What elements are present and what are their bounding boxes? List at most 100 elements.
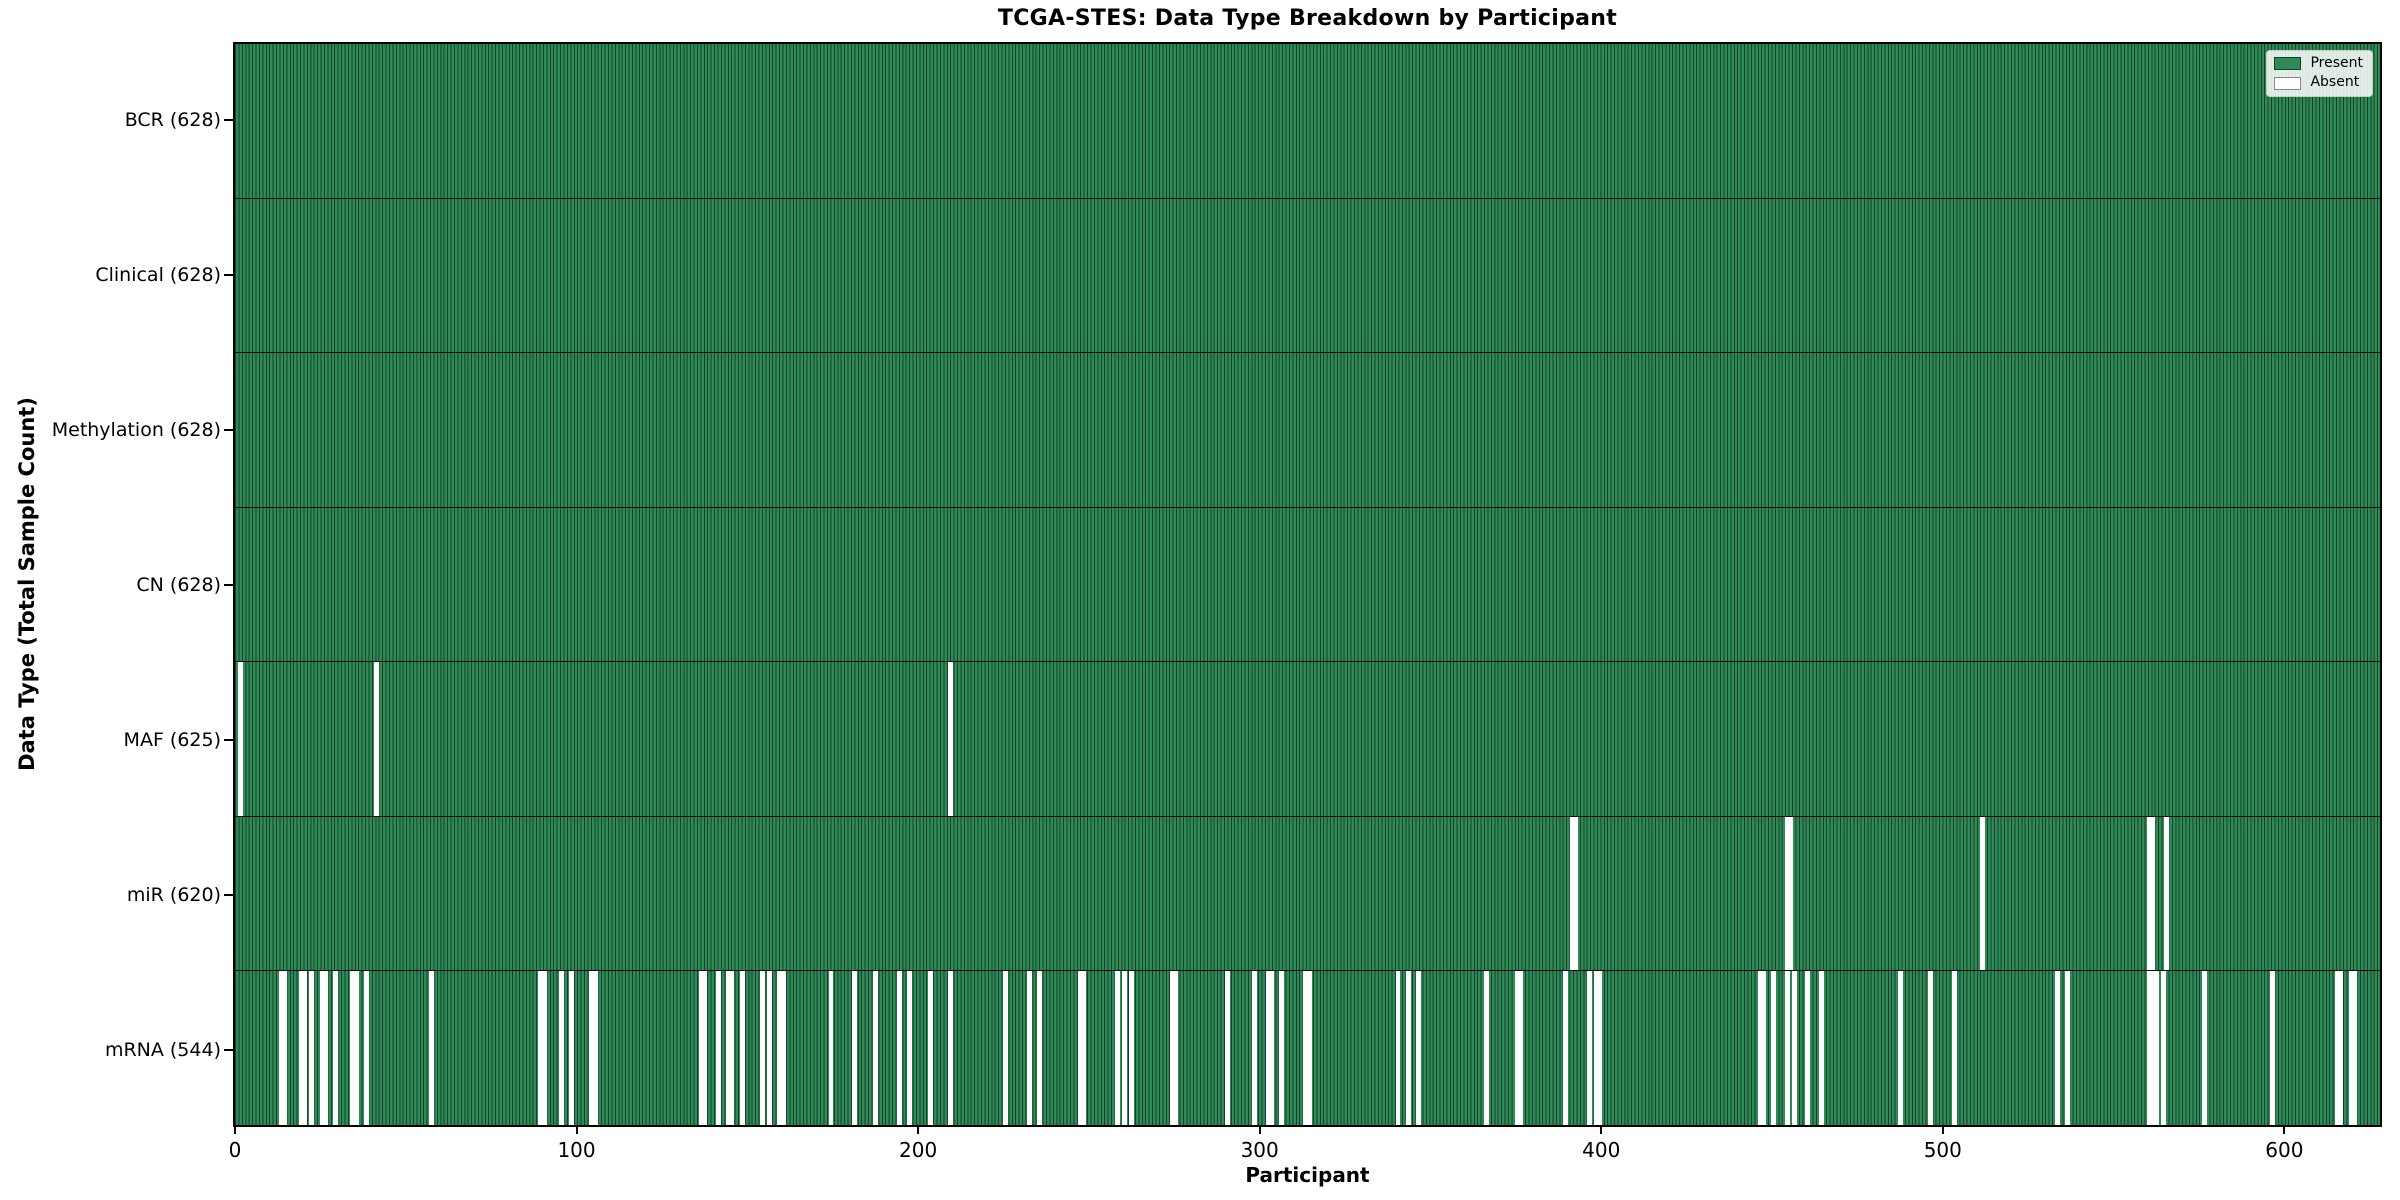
absent-cell	[1279, 971, 1285, 1126]
absent-cell	[1002, 971, 1008, 1126]
x-tick-mark	[2283, 1125, 2286, 1134]
absent-cell	[278, 971, 284, 1126]
absent-cell	[726, 971, 731, 1126]
absent-cell	[907, 971, 913, 1126]
x-tick-label: 200	[899, 1138, 938, 1162]
absent-cell	[2201, 971, 2207, 1126]
x-tick-label: 100	[557, 1138, 596, 1162]
absent-cell	[1405, 971, 1411, 1126]
heatmap-row-miR	[235, 816, 2380, 972]
absent-cell	[323, 971, 328, 1126]
absent-cell	[1928, 971, 1934, 1126]
y-tick-mark	[224, 583, 233, 586]
absent-cell	[1569, 816, 1575, 971]
y-tick-label-BCR: BCR (628)	[124, 108, 221, 131]
y-tick-label-CN: CN (628)	[136, 573, 221, 596]
absent-cell	[1265, 971, 1271, 1126]
absent-cell	[2334, 971, 2340, 1126]
absent-cell	[592, 971, 598, 1126]
absent-cell	[780, 971, 786, 1126]
x-tick-label: 400	[1582, 1138, 1621, 1162]
absent-cell	[558, 971, 564, 1126]
absent-cell	[948, 971, 954, 1126]
y-tick-mark	[224, 428, 233, 431]
absent-cell	[1788, 816, 1794, 971]
x-tick-mark	[1941, 1125, 1944, 1134]
absent-cell	[282, 971, 287, 1126]
absent-cell	[1819, 971, 1824, 1126]
absent-cell	[1170, 971, 1176, 1126]
heatmap-row-MAF	[235, 662, 2380, 817]
x-axis-title: Participant	[1245, 1163, 1370, 1187]
heatmap-row-Clinical	[235, 198, 2380, 354]
absent-cell	[852, 971, 858, 1126]
absent-cell	[2351, 971, 2357, 1126]
absent-cell	[541, 971, 547, 1126]
legend-label-absent: Absent	[2310, 74, 2360, 91]
absent-cell	[1129, 971, 1135, 1126]
absent-cell	[927, 971, 933, 1126]
y-tick-mark	[224, 118, 233, 121]
absent-cell	[1036, 971, 1042, 1126]
absent-cell	[1115, 971, 1121, 1126]
legend-entry-present: Present	[2274, 55, 2363, 71]
absent-cell	[353, 971, 359, 1126]
x-tick-mark	[575, 1125, 578, 1134]
absent-cell	[2348, 971, 2354, 1126]
absent-cell	[1484, 971, 1490, 1126]
heatmap-row-CN	[235, 507, 2380, 663]
absent-cell	[2338, 971, 2344, 1126]
absent-swatch-icon	[2274, 76, 2302, 90]
absent-cell	[767, 971, 772, 1126]
absent-cell	[364, 971, 369, 1126]
absent-cell	[1224, 971, 1230, 1126]
absent-cell	[1979, 816, 1985, 971]
heatmap-row-mRNA	[235, 971, 2380, 1126]
absent-cell	[702, 971, 708, 1126]
absent-cell	[2160, 971, 2166, 1126]
y-tick-label-mRNA: mRNA (544)	[104, 1038, 221, 1061]
legend-label-present: Present	[2310, 55, 2363, 71]
absent-cell	[1784, 971, 1790, 1126]
x-tick-label: 500	[1923, 1138, 1962, 1162]
absent-cell	[2146, 816, 2152, 971]
x-tick-mark	[917, 1125, 920, 1134]
x-tick-label: 300	[1240, 1138, 1279, 1162]
absent-cell	[428, 971, 434, 1126]
absent-cell	[1897, 971, 1903, 1126]
y-tick-label-miR: miR (620)	[126, 883, 221, 906]
absent-cell	[729, 971, 735, 1126]
absent-cell	[739, 971, 745, 1126]
x-tick-label: 0	[228, 1138, 242, 1162]
absent-cell	[1515, 971, 1520, 1126]
absent-cell	[319, 971, 325, 1126]
absent-cell	[350, 971, 356, 1126]
y-tick-label-Clinical: Clinical (628)	[95, 263, 221, 286]
y-tick-mark	[224, 738, 233, 741]
y-tick-label-Methylation: Methylation (628)	[51, 418, 221, 441]
absent-cell	[1081, 971, 1087, 1126]
absent-cell	[1771, 971, 1777, 1126]
absent-cell	[299, 971, 305, 1126]
x-tick-mark	[1258, 1125, 1261, 1134]
absent-cell	[538, 971, 544, 1126]
y-tick-mark	[224, 893, 233, 896]
absent-cell	[828, 971, 834, 1126]
absent-cell	[2150, 816, 2156, 971]
absent-cell	[2054, 971, 2060, 1126]
absent-cell	[948, 662, 954, 816]
absent-cell	[2065, 971, 2070, 1126]
absent-cell	[1757, 971, 1763, 1126]
absent-cell	[872, 971, 878, 1126]
absent-cell	[1791, 971, 1797, 1126]
absent-cell	[333, 971, 339, 1126]
absent-cell	[2146, 971, 2152, 1126]
y-tick-mark	[224, 1048, 233, 1051]
absent-cell	[302, 971, 308, 1126]
absent-cell	[1952, 971, 1958, 1126]
absent-cell	[698, 971, 704, 1126]
absent-cell	[715, 971, 721, 1126]
absent-cell	[777, 971, 783, 1126]
absent-cell	[1761, 971, 1766, 1126]
